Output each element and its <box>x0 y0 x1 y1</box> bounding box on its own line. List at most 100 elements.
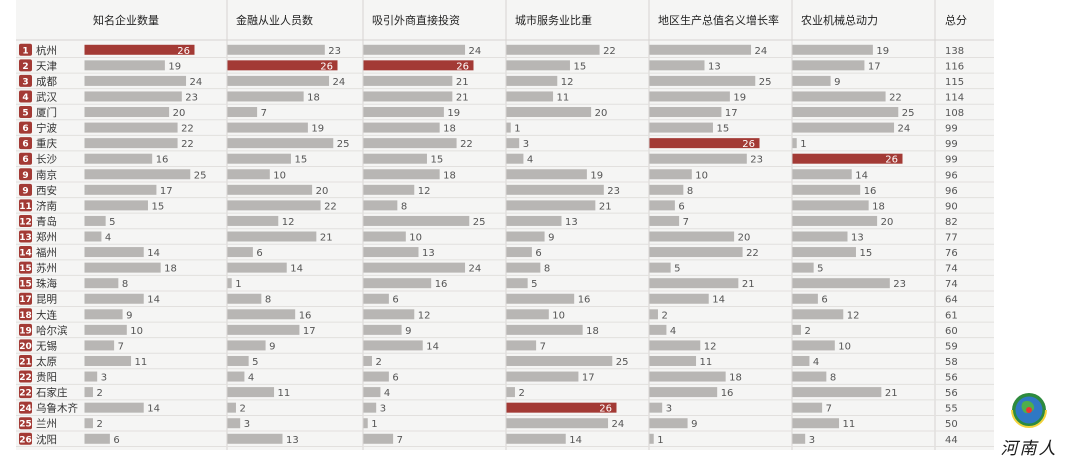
metric-bar <box>506 387 515 398</box>
metric-bar <box>649 231 735 242</box>
metric-bar <box>649 262 671 273</box>
metric-value-label: 18 <box>729 373 742 384</box>
metric-bar <box>363 169 440 180</box>
total-score: 99 <box>945 155 958 166</box>
metric-value-label: 11 <box>843 419 856 430</box>
metric-bar <box>506 340 537 351</box>
metric-value-label: 16 <box>156 155 169 166</box>
metric-bar <box>792 278 890 289</box>
metric-bar <box>792 44 873 55</box>
column-header: 农业机械总动力 <box>801 13 878 27</box>
metric-bar <box>84 107 170 118</box>
metric-value-label: 3 <box>380 404 386 415</box>
metric-bar <box>506 153 524 164</box>
ranking-bar-table: 知名企业数量 金融从业人员数 吸引外商直接投资 城市服务业比重 地区生产总值名义增长率 农… <box>16 0 994 450</box>
total-score: 99 <box>945 139 958 150</box>
metric-bar <box>649 247 743 258</box>
metric-value-label: 24 <box>612 419 625 430</box>
metric-value-label: 16 <box>299 310 312 321</box>
metric-value-label: 14 <box>147 404 160 415</box>
rank-badge <box>19 43 32 56</box>
metric-bar <box>84 169 191 180</box>
rank-number: 22 <box>19 389 32 399</box>
metric-value-label: 19 <box>590 170 603 181</box>
city-name: 重庆 <box>36 137 57 150</box>
metric-value-label: 11 <box>135 357 148 368</box>
metric-bar <box>227 44 325 55</box>
metric-value-label: 2 <box>96 388 102 399</box>
metric-value-label: 1 <box>514 124 520 135</box>
metric-bar <box>792 262 814 273</box>
metric-bar <box>506 402 617 413</box>
metric-bar <box>363 433 394 444</box>
rank-badge <box>19 292 32 305</box>
metric-bar <box>363 215 470 226</box>
metric-value-label: 7 <box>118 341 124 352</box>
metric-bar <box>649 293 709 304</box>
city-name: 乌鲁木齐 <box>36 402 78 415</box>
metric-value-label: 19 <box>447 108 460 119</box>
metric-value-label: 25 <box>337 139 350 150</box>
total-score: 55 <box>945 404 958 415</box>
metric-value-label: 2 <box>375 357 381 368</box>
metric-value-label: 9 <box>691 419 697 430</box>
rank-number: 6 <box>22 155 28 165</box>
metric-bar <box>506 91 554 102</box>
total-score: 74 <box>945 279 958 290</box>
metric-bar <box>506 247 532 258</box>
metric-bar <box>363 122 440 133</box>
metric-value-label: 2 <box>804 326 810 337</box>
metric-value-label: 21 <box>320 233 333 244</box>
metric-bar <box>649 91 730 102</box>
metric-bar <box>792 75 831 86</box>
metric-value-label: 16 <box>721 388 734 399</box>
metric-bar <box>227 309 296 320</box>
metric-value-label: 18 <box>586 326 599 337</box>
metric-bar <box>792 200 869 211</box>
metric-value-label: 9 <box>405 326 411 337</box>
metric-bar <box>506 122 511 133</box>
rank-badge <box>19 90 32 103</box>
metric-bar <box>506 418 609 429</box>
total-score: 50 <box>945 419 958 430</box>
city-name: 杭州 <box>36 44 57 57</box>
city-name: 济南 <box>36 199 57 212</box>
metric-value-label: 21 <box>885 388 898 399</box>
city-name: 南京 <box>36 168 57 181</box>
rank-badge <box>19 432 32 445</box>
metric-value-label: 16 <box>578 295 591 306</box>
metric-bar <box>363 278 432 289</box>
city-name: 西安 <box>36 184 57 197</box>
metric-bar <box>84 247 144 258</box>
metric-bar <box>506 371 579 382</box>
rank-number: 6 <box>22 140 28 150</box>
rank-badge <box>19 74 32 87</box>
metric-value-label: 6 <box>392 295 398 306</box>
metric-value-label: 2 <box>661 310 667 321</box>
metric-bar <box>792 355 810 366</box>
metric-value-label: 22 <box>603 46 616 57</box>
metric-value-label: 14 <box>147 295 160 306</box>
total-score: 138 <box>945 46 964 57</box>
total-score: 58 <box>945 357 958 368</box>
metric-bar <box>84 418 93 429</box>
metric-value-label: 14 <box>426 341 439 352</box>
metric-value-label: 8 <box>265 295 271 306</box>
rank-badge <box>19 59 32 72</box>
rank-badge <box>19 152 32 165</box>
metric-value-label: 1 <box>800 139 806 150</box>
metric-value-label: 25 <box>759 77 772 88</box>
metric-value-label: 23 <box>185 92 198 103</box>
total-header: 总分 <box>945 13 967 27</box>
metric-bar <box>84 75 187 86</box>
metric-bar <box>363 340 423 351</box>
rank-number: 5 <box>22 109 28 119</box>
rank-badge <box>19 401 32 414</box>
metric-value-label: 9 <box>126 310 132 321</box>
metric-bar <box>506 278 528 289</box>
metric-bar <box>506 309 549 320</box>
metric-bar <box>227 75 330 86</box>
logo: 河南人 <box>990 388 1068 459</box>
metric-value-label: 17 <box>868 61 881 72</box>
metric-value-label: 13 <box>851 233 864 244</box>
